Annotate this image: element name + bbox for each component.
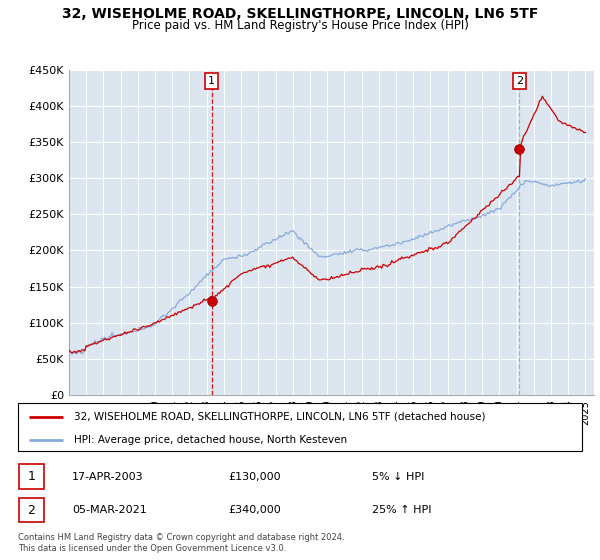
Text: £130,000: £130,000 <box>228 472 281 482</box>
Text: 25% ↑ HPI: 25% ↑ HPI <box>372 505 431 515</box>
Text: 1: 1 <box>208 76 215 86</box>
Text: 32, WISEHOLME ROAD, SKELLINGTHORPE, LINCOLN, LN6 5TF (detached house): 32, WISEHOLME ROAD, SKELLINGTHORPE, LINC… <box>74 412 486 422</box>
Text: 1: 1 <box>28 470 35 483</box>
Text: HPI: Average price, detached house, North Kesteven: HPI: Average price, detached house, Nort… <box>74 435 347 445</box>
Text: 2: 2 <box>28 503 35 517</box>
FancyBboxPatch shape <box>18 403 582 451</box>
Text: Price paid vs. HM Land Registry's House Price Index (HPI): Price paid vs. HM Land Registry's House … <box>131 19 469 32</box>
FancyBboxPatch shape <box>19 464 44 489</box>
FancyBboxPatch shape <box>19 498 44 522</box>
Text: 05-MAR-2021: 05-MAR-2021 <box>72 505 147 515</box>
Text: Contains HM Land Registry data © Crown copyright and database right 2024.
This d: Contains HM Land Registry data © Crown c… <box>18 533 344 553</box>
Text: 2: 2 <box>516 76 523 86</box>
Text: 17-APR-2003: 17-APR-2003 <box>72 472 143 482</box>
Text: £340,000: £340,000 <box>228 505 281 515</box>
Text: 5% ↓ HPI: 5% ↓ HPI <box>372 472 424 482</box>
Text: 32, WISEHOLME ROAD, SKELLINGTHORPE, LINCOLN, LN6 5TF: 32, WISEHOLME ROAD, SKELLINGTHORPE, LINC… <box>62 7 538 21</box>
